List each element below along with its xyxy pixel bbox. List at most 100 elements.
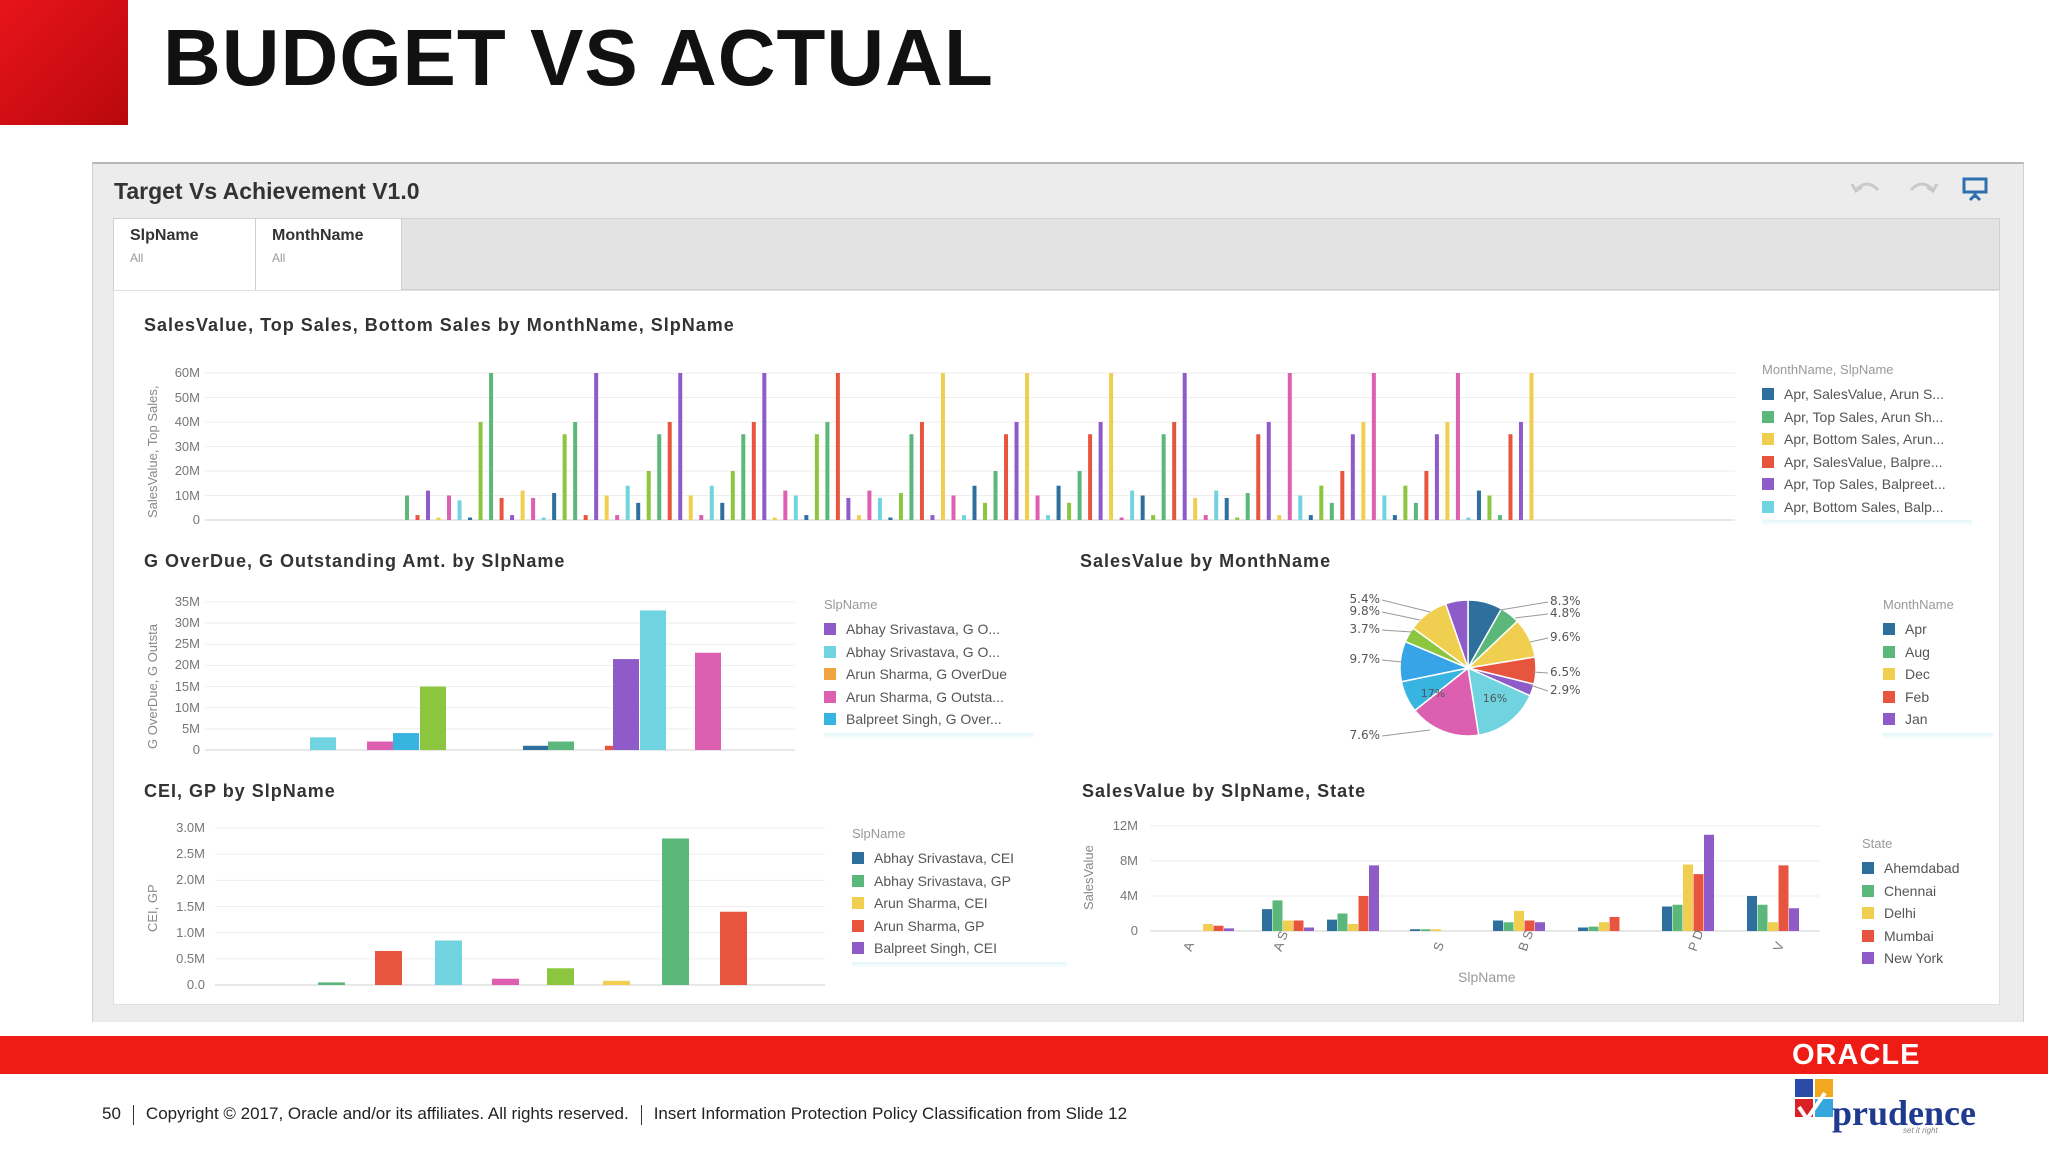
bar xyxy=(1088,434,1093,520)
bar xyxy=(877,497,882,520)
legend-item[interactable]: Chennai xyxy=(1862,880,1992,903)
bar xyxy=(367,741,393,750)
y-tick-label: 0 xyxy=(192,512,200,527)
legend-item[interactable]: Arun Sharma, CEI xyxy=(852,892,1067,915)
legend-item[interactable]: Apr xyxy=(1883,618,1993,641)
legend-item[interactable]: Dec xyxy=(1883,663,1993,686)
bar xyxy=(1098,422,1103,520)
legend-item[interactable]: Arun Sharma, G OverDue xyxy=(824,663,1034,686)
legend-item[interactable]: Balpreet Singh, G Over... xyxy=(824,708,1034,731)
bar xyxy=(1747,896,1757,931)
chart-overdue-legend: SlpName Abhay Srivastava, G O... Abhay Sr… xyxy=(824,597,1034,739)
legend-item[interactable]: Mumbai xyxy=(1862,925,1992,948)
legend-item[interactable]: Aug xyxy=(1883,641,1993,664)
legend-swatch xyxy=(1862,929,1874,942)
pie-leader-line xyxy=(1529,637,1549,643)
y-tick-label: 20M xyxy=(174,657,200,673)
bar xyxy=(846,497,851,520)
bar xyxy=(1287,373,1292,520)
legend-item[interactable]: Abhay Srivastava, GP xyxy=(852,870,1067,893)
legend-item[interactable]: Apr, Bottom Sales, Balp... xyxy=(1762,496,1972,519)
legend-swatch xyxy=(852,919,864,932)
legend-item[interactable]: Delhi xyxy=(1862,902,1992,925)
bar xyxy=(930,515,935,520)
bar xyxy=(1203,515,1208,520)
bar xyxy=(1161,434,1166,520)
bar xyxy=(657,434,662,520)
bar xyxy=(835,373,840,520)
legend-swatch xyxy=(1762,410,1774,423)
chart-cei-plot xyxy=(215,827,825,986)
pie-slice xyxy=(1413,666,1480,737)
legend-item[interactable]: Abhay Srivastava, G O... xyxy=(824,641,1034,664)
bar xyxy=(594,373,599,520)
legend-swatch xyxy=(852,852,864,865)
legend-item[interactable]: Balpreet Singh, CEI xyxy=(852,937,1067,960)
y-tick-label: 0.5M xyxy=(176,950,205,966)
legend-item[interactable]: New York xyxy=(1862,947,1992,970)
pie-label: 6.5% xyxy=(1550,665,1581,679)
bar xyxy=(1524,920,1535,931)
filter-slpname[interactable]: SlpName All xyxy=(114,219,256,291)
legend-swatch xyxy=(852,942,864,955)
bar xyxy=(699,515,704,520)
bar xyxy=(420,686,446,750)
bar xyxy=(793,495,798,520)
legend-item[interactable]: Apr, Top Sales, Arun Sh... xyxy=(1762,406,1972,429)
bar xyxy=(730,471,735,520)
bar xyxy=(478,422,483,520)
legend-label: Apr, Bottom Sales, Arun... xyxy=(1784,431,1945,448)
bar xyxy=(1403,485,1408,520)
pie-leader-line xyxy=(1381,729,1431,737)
legend-item[interactable]: Abhay Srivastava, CEI xyxy=(852,847,1067,870)
legend-item[interactable]: Apr, SalesValue, Arun S... xyxy=(1762,383,1972,406)
bar xyxy=(1262,909,1272,931)
legend-item[interactable]: Apr, SalesValue, Balpre... xyxy=(1762,451,1972,474)
legend-swatch xyxy=(1883,645,1895,658)
present-icon[interactable] xyxy=(1962,176,1988,202)
pie-leader-line xyxy=(1499,601,1549,611)
bar xyxy=(1588,926,1599,931)
bar xyxy=(436,517,441,520)
bar xyxy=(888,517,893,520)
y-tick-label: 60M xyxy=(174,365,200,380)
legend-item[interactable]: Ahemdabad xyxy=(1862,857,1992,880)
bar xyxy=(1497,515,1502,520)
pie-label: 4.8% xyxy=(1550,606,1581,620)
undo-icon[interactable] xyxy=(1850,176,1884,202)
legend-item[interactable]: Arun Sharma, G Outsta... xyxy=(824,686,1034,709)
bar xyxy=(1004,434,1009,520)
bar xyxy=(1025,373,1030,520)
bar xyxy=(709,485,714,520)
legend-item[interactable]: Abhay Srivastava, G O... xyxy=(824,618,1034,641)
bar xyxy=(604,495,609,520)
legend-item[interactable]: Jan xyxy=(1883,708,1993,731)
bar xyxy=(625,485,630,520)
bar xyxy=(762,373,767,520)
legend-item[interactable]: Apr, Top Sales, Balpreet... xyxy=(1762,473,1972,496)
legend-label: Abhay Srivastava, G O... xyxy=(846,621,1001,638)
bar xyxy=(531,497,536,520)
bar xyxy=(662,838,689,985)
legend-item[interactable]: Feb xyxy=(1883,686,1993,709)
filter-monthname-label: MonthName xyxy=(272,227,364,244)
filter-monthname[interactable]: MonthName All xyxy=(256,219,402,291)
pie-leader-line xyxy=(1514,613,1549,619)
bar xyxy=(1235,517,1240,520)
bar xyxy=(867,490,872,520)
chart-title-pie: SalesValue by MonthName xyxy=(1080,551,1332,571)
bar xyxy=(1283,920,1293,931)
legend-item[interactable]: Apr, Bottom Sales, Arun... xyxy=(1762,428,1972,451)
legend-label: Arun Sharma, GP xyxy=(874,917,985,934)
chart-title-sales: SalesValue, Top Sales, Bottom Sales by M… xyxy=(144,315,735,335)
bar xyxy=(1410,929,1420,931)
bar xyxy=(695,652,721,750)
redo-icon[interactable] xyxy=(1905,176,1939,202)
y-tick-label: 8M xyxy=(1119,853,1138,868)
bar xyxy=(583,515,588,520)
footer-red-band xyxy=(0,1036,2048,1074)
pie-label: 16% xyxy=(1483,692,1507,705)
bar xyxy=(457,500,462,520)
bar xyxy=(1213,925,1224,931)
legend-item[interactable]: Arun Sharma, GP xyxy=(852,915,1067,938)
